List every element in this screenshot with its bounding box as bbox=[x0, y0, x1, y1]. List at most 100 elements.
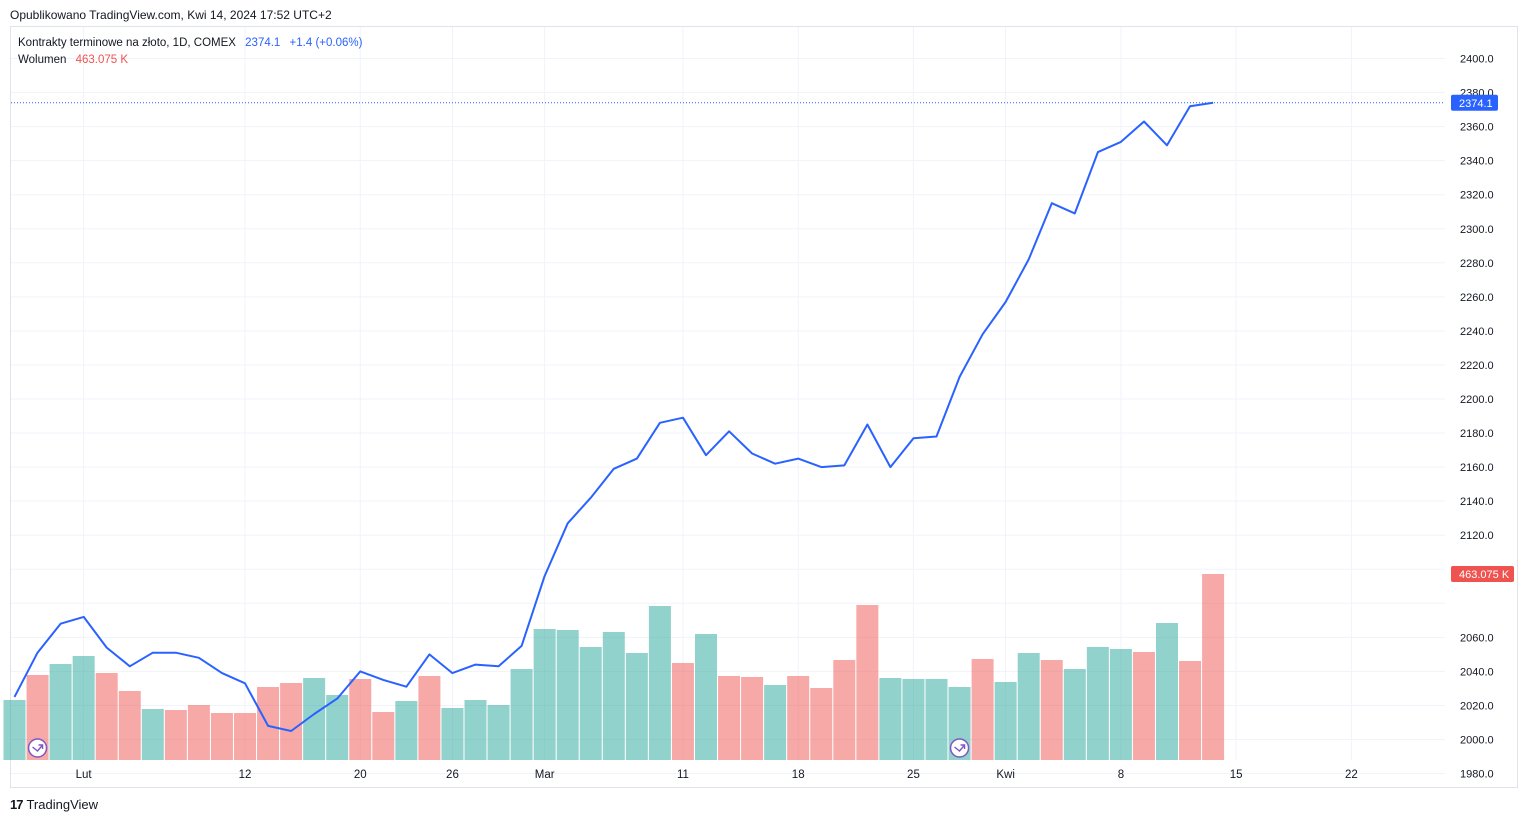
y-tick-label: 2240.0 bbox=[1460, 326, 1494, 338]
y-tick-label: 2260.0 bbox=[1460, 292, 1494, 304]
y-tick-label: 2040.0 bbox=[1460, 666, 1494, 678]
volume-bar bbox=[695, 634, 717, 760]
x-tick-label: 18 bbox=[792, 769, 805, 781]
volume-bar bbox=[349, 679, 372, 760]
legend-symbol-row[interactable]: Kontrakty terminowe na złoto, 1D, COMEX … bbox=[18, 35, 362, 52]
legend-change: +1.4 (+0.06%) bbox=[289, 37, 363, 49]
volume-bar bbox=[395, 701, 418, 760]
volume-bar bbox=[533, 629, 556, 760]
dividend-marker-icon[interactable] bbox=[949, 738, 970, 758]
x-tick-label: 15 bbox=[1230, 769, 1243, 781]
y-tick-label: 2020.0 bbox=[1460, 700, 1494, 712]
price-axis: 1980.02000.02020.02040.02060.02100.02120… bbox=[1451, 54, 1514, 781]
volume-bar bbox=[764, 685, 787, 760]
volume-bar bbox=[187, 705, 210, 760]
marker-circle bbox=[27, 738, 48, 758]
y-tick-label: 2000.0 bbox=[1460, 735, 1494, 747]
y-tick-label: 2280.0 bbox=[1460, 258, 1494, 270]
volume-bar bbox=[971, 659, 994, 760]
volume-bar bbox=[372, 712, 395, 760]
x-tick-label: 20 bbox=[354, 769, 367, 781]
volume-bar bbox=[879, 678, 902, 760]
y-tick-label: 2120.0 bbox=[1460, 530, 1494, 542]
volume-bar bbox=[994, 682, 1017, 760]
chart-legend: Kontrakty terminowe na złoto, 1D, COMEX … bbox=[18, 35, 362, 69]
y-tick-label: 2160.0 bbox=[1460, 462, 1494, 474]
volume-bar bbox=[464, 700, 487, 760]
y-tick-label: 1980.0 bbox=[1460, 769, 1494, 781]
volume-bar bbox=[95, 673, 118, 760]
volume-bar bbox=[72, 656, 95, 760]
volume-bar bbox=[441, 708, 464, 760]
y-tick-label: 2320.0 bbox=[1460, 190, 1494, 202]
last-price-badge-bg bbox=[1451, 94, 1498, 111]
footer-brand[interactable]: 17 TradingView bbox=[10, 797, 98, 812]
volume-bar bbox=[810, 688, 833, 760]
volume-bar bbox=[326, 695, 349, 760]
volume-bar bbox=[234, 713, 256, 760]
volume-bar bbox=[902, 679, 925, 760]
y-tick-label: 2060.0 bbox=[1460, 632, 1494, 644]
x-tick-label: 8 bbox=[1118, 769, 1124, 781]
x-tick-label: Kwi bbox=[996, 769, 1015, 781]
x-tick-label: 11 bbox=[677, 769, 689, 781]
volume-bars bbox=[3, 574, 1225, 760]
volume-bar bbox=[925, 679, 948, 760]
last-price-badge: 2374.1 bbox=[1451, 94, 1498, 111]
volume-bar bbox=[49, 664, 72, 760]
volume-bar bbox=[1040, 660, 1063, 760]
volume-bar bbox=[1179, 661, 1202, 760]
x-tick-label: 12 bbox=[239, 769, 252, 781]
dividend-marker-icon[interactable] bbox=[27, 738, 48, 758]
y-tick-label: 2400.0 bbox=[1460, 54, 1494, 66]
volume-bar bbox=[141, 709, 164, 760]
y-tick-label: 2300.0 bbox=[1460, 224, 1494, 236]
y-tick-label: 2220.0 bbox=[1460, 360, 1494, 372]
last-volume-badge: 463.075 K bbox=[1451, 566, 1514, 582]
volume-bar bbox=[1017, 653, 1040, 760]
footer-brand-name: TradingView bbox=[26, 797, 99, 812]
legend-volume-value: 463.075 K bbox=[75, 54, 129, 66]
volume-bar bbox=[164, 710, 187, 760]
volume-bar bbox=[602, 632, 625, 760]
volume-bar bbox=[741, 677, 764, 760]
volume-bar bbox=[1132, 652, 1155, 760]
x-tick-label: 26 bbox=[446, 769, 459, 781]
volume-bar bbox=[303, 678, 326, 760]
volume-bar bbox=[625, 653, 648, 760]
y-tick-label: 2180.0 bbox=[1460, 428, 1494, 440]
legend-volume-label: Wolumen bbox=[18, 54, 67, 66]
volume-bar bbox=[26, 675, 49, 760]
published-info: Opublikowano TradingView.com, Kwi 14, 20… bbox=[10, 8, 332, 22]
volume-bar bbox=[280, 683, 303, 760]
x-tick-label: Lut bbox=[76, 769, 93, 781]
price-series bbox=[13, 101, 1214, 732]
volume-bar bbox=[856, 605, 879, 760]
y-tick-label: 2360.0 bbox=[1460, 122, 1494, 134]
volume-bar bbox=[418, 676, 441, 760]
volume-bar bbox=[1202, 574, 1225, 760]
volume-bar bbox=[556, 630, 579, 760]
legend-volume-row[interactable]: Wolumen 463.075 K bbox=[18, 52, 362, 69]
volume-bar bbox=[118, 691, 141, 760]
volume-bar bbox=[1063, 669, 1086, 760]
y-tick-label: 2200.0 bbox=[1460, 394, 1494, 406]
chart-frame bbox=[10, 26, 1518, 788]
time-axis: Lut 12 20 26 Mar 11 18 25 Kwi 8 15 22 bbox=[76, 769, 1358, 781]
volume-bar bbox=[3, 700, 26, 760]
volume-bar bbox=[833, 660, 856, 760]
y-tick-label: 2140.0 bbox=[1460, 496, 1494, 508]
volume-bar bbox=[1156, 623, 1178, 760]
legend-symbol: Kontrakty terminowe na złoto, 1D, COMEX bbox=[18, 37, 236, 49]
price-line bbox=[13, 101, 1214, 732]
x-tick-label: 25 bbox=[907, 769, 920, 781]
y-tick-label: 2340.0 bbox=[1460, 156, 1494, 168]
legend-last-price: 2374.1 bbox=[245, 37, 281, 49]
volume-bar bbox=[1086, 647, 1109, 760]
volume-bar bbox=[718, 676, 741, 760]
volume-bar bbox=[671, 663, 694, 760]
last-volume-badge-bg bbox=[1451, 566, 1514, 582]
x-tick-label: 22 bbox=[1345, 769, 1358, 781]
volume-bar bbox=[210, 713, 233, 760]
